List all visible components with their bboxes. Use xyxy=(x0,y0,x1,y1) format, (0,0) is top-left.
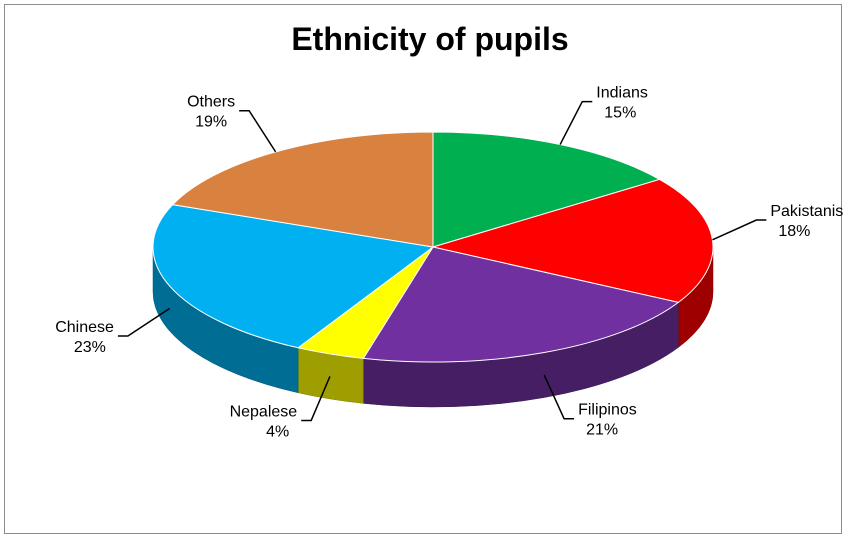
slice-percent-indians: 15% xyxy=(604,105,636,122)
slice-pakistanis xyxy=(431,178,714,303)
leader-line-pakistanis xyxy=(712,219,767,241)
slice-label-pakistanis: Pakistanis xyxy=(770,203,843,220)
slice-label-nepalese: Nepalese xyxy=(230,403,298,420)
leader-line-indians xyxy=(559,100,593,145)
slice-percent-chinese: 23% xyxy=(74,339,106,356)
slice-percent-pakistanis: 18% xyxy=(778,223,810,240)
leader-lines xyxy=(117,100,767,422)
slice-chinese xyxy=(152,204,435,349)
slice-label-others: Others xyxy=(187,94,235,111)
pie-tops xyxy=(152,131,714,363)
leader-line-others xyxy=(239,109,277,153)
slice-indians xyxy=(432,131,661,248)
slice-filipinos xyxy=(362,246,680,363)
leader-line-nepalese xyxy=(301,376,331,422)
slice-others xyxy=(171,131,434,248)
slice-label-chinese: Chinese xyxy=(55,319,114,336)
leader-line-chinese xyxy=(117,307,170,337)
slice-label-filipinos: Filipinos xyxy=(578,402,637,419)
slice-percent-others: 19% xyxy=(195,114,227,131)
slice-labels: Indians 15% Pakistanis 18% Filipinos 21% Nepal… xyxy=(55,85,843,441)
slice-percent-nepalese: 4% xyxy=(266,423,289,440)
chart-title: Ethnicity of pupils xyxy=(291,21,568,57)
slice-percent-filipinos: 21% xyxy=(586,422,618,439)
slice-label-indians: Indians xyxy=(596,85,648,102)
leader-line-filipinos xyxy=(543,374,575,420)
